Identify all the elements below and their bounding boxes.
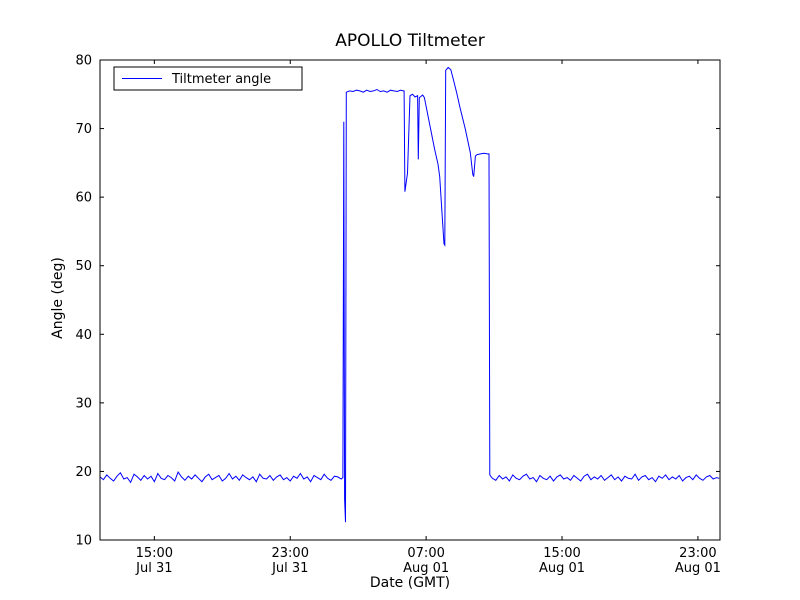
y-tick-label: 10	[75, 534, 92, 549]
x-axis-label: Date (GMT)	[370, 575, 450, 591]
x-tick-label-time: 07:00	[407, 546, 444, 561]
data-series-line	[99, 66, 720, 523]
legend-label: Tiltmeter angle	[171, 72, 271, 87]
x-tick-label-date: Aug 01	[539, 561, 585, 576]
x-tick-label-date: Aug 01	[675, 561, 721, 576]
series-polyline	[99, 66, 720, 523]
x-tick-label-time: 15:00	[136, 546, 173, 561]
y-tick-label: 40	[75, 328, 92, 343]
axis-ticks	[100, 59, 720, 541]
x-tick-label-date: Jul 31	[271, 561, 308, 576]
legend: Tiltmeter angle	[113, 66, 303, 91]
y-tick-label: 80	[75, 54, 92, 69]
plot-area	[100, 60, 720, 540]
x-tick-label-date: Jul 31	[135, 561, 172, 576]
x-tick-label-time: 23:00	[272, 546, 309, 561]
axes-spines	[99, 59, 721, 541]
y-tick-label: 30	[75, 396, 92, 411]
y-tick-label: 70	[75, 122, 92, 137]
y-tick-label: 50	[75, 259, 92, 274]
x-tick-label-time: 23:00	[679, 546, 716, 561]
y-axis-label: Angle (deg)	[50, 257, 66, 339]
chart-title: APOLLO Tiltmeter	[335, 31, 485, 51]
legend-box	[113, 66, 303, 91]
y-tick-label: 20	[75, 465, 92, 480]
y-tick-label: 60	[75, 191, 92, 206]
x-tick-label-time: 15:00	[543, 546, 580, 561]
plot-background	[100, 60, 720, 540]
plot-frame	[99, 59, 721, 541]
x-tick-label-date: Aug 01	[403, 561, 449, 576]
